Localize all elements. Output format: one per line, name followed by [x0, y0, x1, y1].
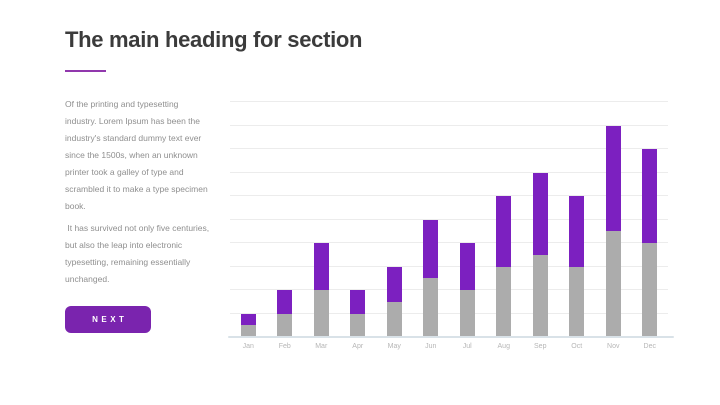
- x-axis-label-sep: Sep: [534, 343, 547, 350]
- bar-segment-purple: [277, 290, 293, 314]
- bar-aug[interactable]: [496, 196, 512, 337]
- x-axis-label-aug: Aug: [497, 343, 510, 350]
- x-axis-label-mar: Mar: [315, 343, 328, 350]
- heading-underline: [65, 70, 106, 72]
- body-paragraph-2: It has survived not only five centuries,…: [65, 223, 212, 284]
- gridline: [230, 124, 668, 126]
- bar-segment-gray: [313, 290, 329, 337]
- gridline: [230, 101, 668, 102]
- x-axis-label-apr: Apr: [352, 343, 364, 350]
- x-axis-labels: Jan Feb Mar Apr May Jun Jul Aug Sep Oct Nov Dec: [230, 343, 668, 355]
- gridline: [230, 242, 668, 243]
- bar-segment-gray: [532, 254, 548, 337]
- bar-segment-purple: [240, 313, 256, 326]
- gridline: [230, 171, 668, 173]
- bar-may[interactable]: [386, 266, 402, 337]
- gridline: [230, 289, 668, 290]
- x-axis-label-dec: Dec: [643, 343, 656, 350]
- bar-feb[interactable]: [277, 290, 293, 337]
- bar-apr[interactable]: [350, 290, 366, 337]
- bar-segment-purple: [496, 196, 512, 267]
- bar-mar[interactable]: [313, 243, 329, 337]
- body-paragraph-1: Of the printing and typesetting industry…: [65, 99, 211, 211]
- bar-segment-purple: [313, 243, 329, 290]
- x-axis-line: [228, 336, 674, 338]
- x-axis-label-oct: Oct: [571, 343, 583, 350]
- next-button[interactable]: NEXT: [65, 306, 151, 333]
- bar-segment-gray: [642, 243, 658, 337]
- gridline: [230, 148, 668, 149]
- bar-oct[interactable]: [569, 196, 585, 337]
- chart-plot: [228, 101, 674, 338]
- gridline: [230, 218, 668, 220]
- x-axis-label-jul: Jul: [462, 343, 472, 350]
- bar-segment-gray: [386, 301, 402, 337]
- gridline: [230, 265, 668, 267]
- x-axis-label-feb: Feb: [278, 343, 291, 350]
- bar-segment-gray: [423, 278, 439, 337]
- bar-segment-purple: [532, 172, 548, 255]
- x-axis-label-may: May: [387, 343, 401, 350]
- x-axis-label-jun: Jun: [425, 343, 437, 350]
- bar-segment-gray: [459, 290, 475, 337]
- bar-jan[interactable]: [240, 313, 256, 337]
- bar-segment-gray: [569, 266, 585, 337]
- body-text-block: Of the printing and typesetting industry…: [65, 96, 210, 288]
- bar-segment-gray: [240, 325, 256, 337]
- x-axis-label-nov: Nov: [607, 343, 620, 350]
- bar-jul[interactable]: [459, 243, 475, 337]
- bar-segment-purple: [569, 196, 585, 267]
- bar-segment-purple: [459, 243, 475, 290]
- bar-nov[interactable]: [605, 125, 621, 337]
- bar-sep[interactable]: [532, 172, 548, 337]
- bar-segment-gray: [496, 266, 512, 337]
- gridline: [230, 312, 668, 314]
- x-axis-label-jan: Jan: [242, 343, 254, 350]
- slide-heading: The main heading for section: [65, 27, 363, 52]
- stacked-bar-chart[interactable]: Jan Feb Mar Apr May Jun Jul Aug Sep Oct Nov Dec: [228, 101, 674, 355]
- bar-segment-gray: [277, 313, 293, 337]
- bar-segment-gray: [350, 313, 366, 337]
- bar-jun[interactable]: [423, 219, 439, 337]
- bar-segment-purple: [605, 125, 621, 232]
- bar-dec[interactable]: [642, 149, 658, 337]
- bar-segment-purple: [423, 219, 439, 279]
- bar-segment-purple: [642, 149, 658, 243]
- gridline: [230, 195, 668, 196]
- bar-segment-purple: [386, 266, 402, 302]
- bar-segment-gray: [605, 231, 621, 337]
- bar-segment-purple: [350, 290, 366, 314]
